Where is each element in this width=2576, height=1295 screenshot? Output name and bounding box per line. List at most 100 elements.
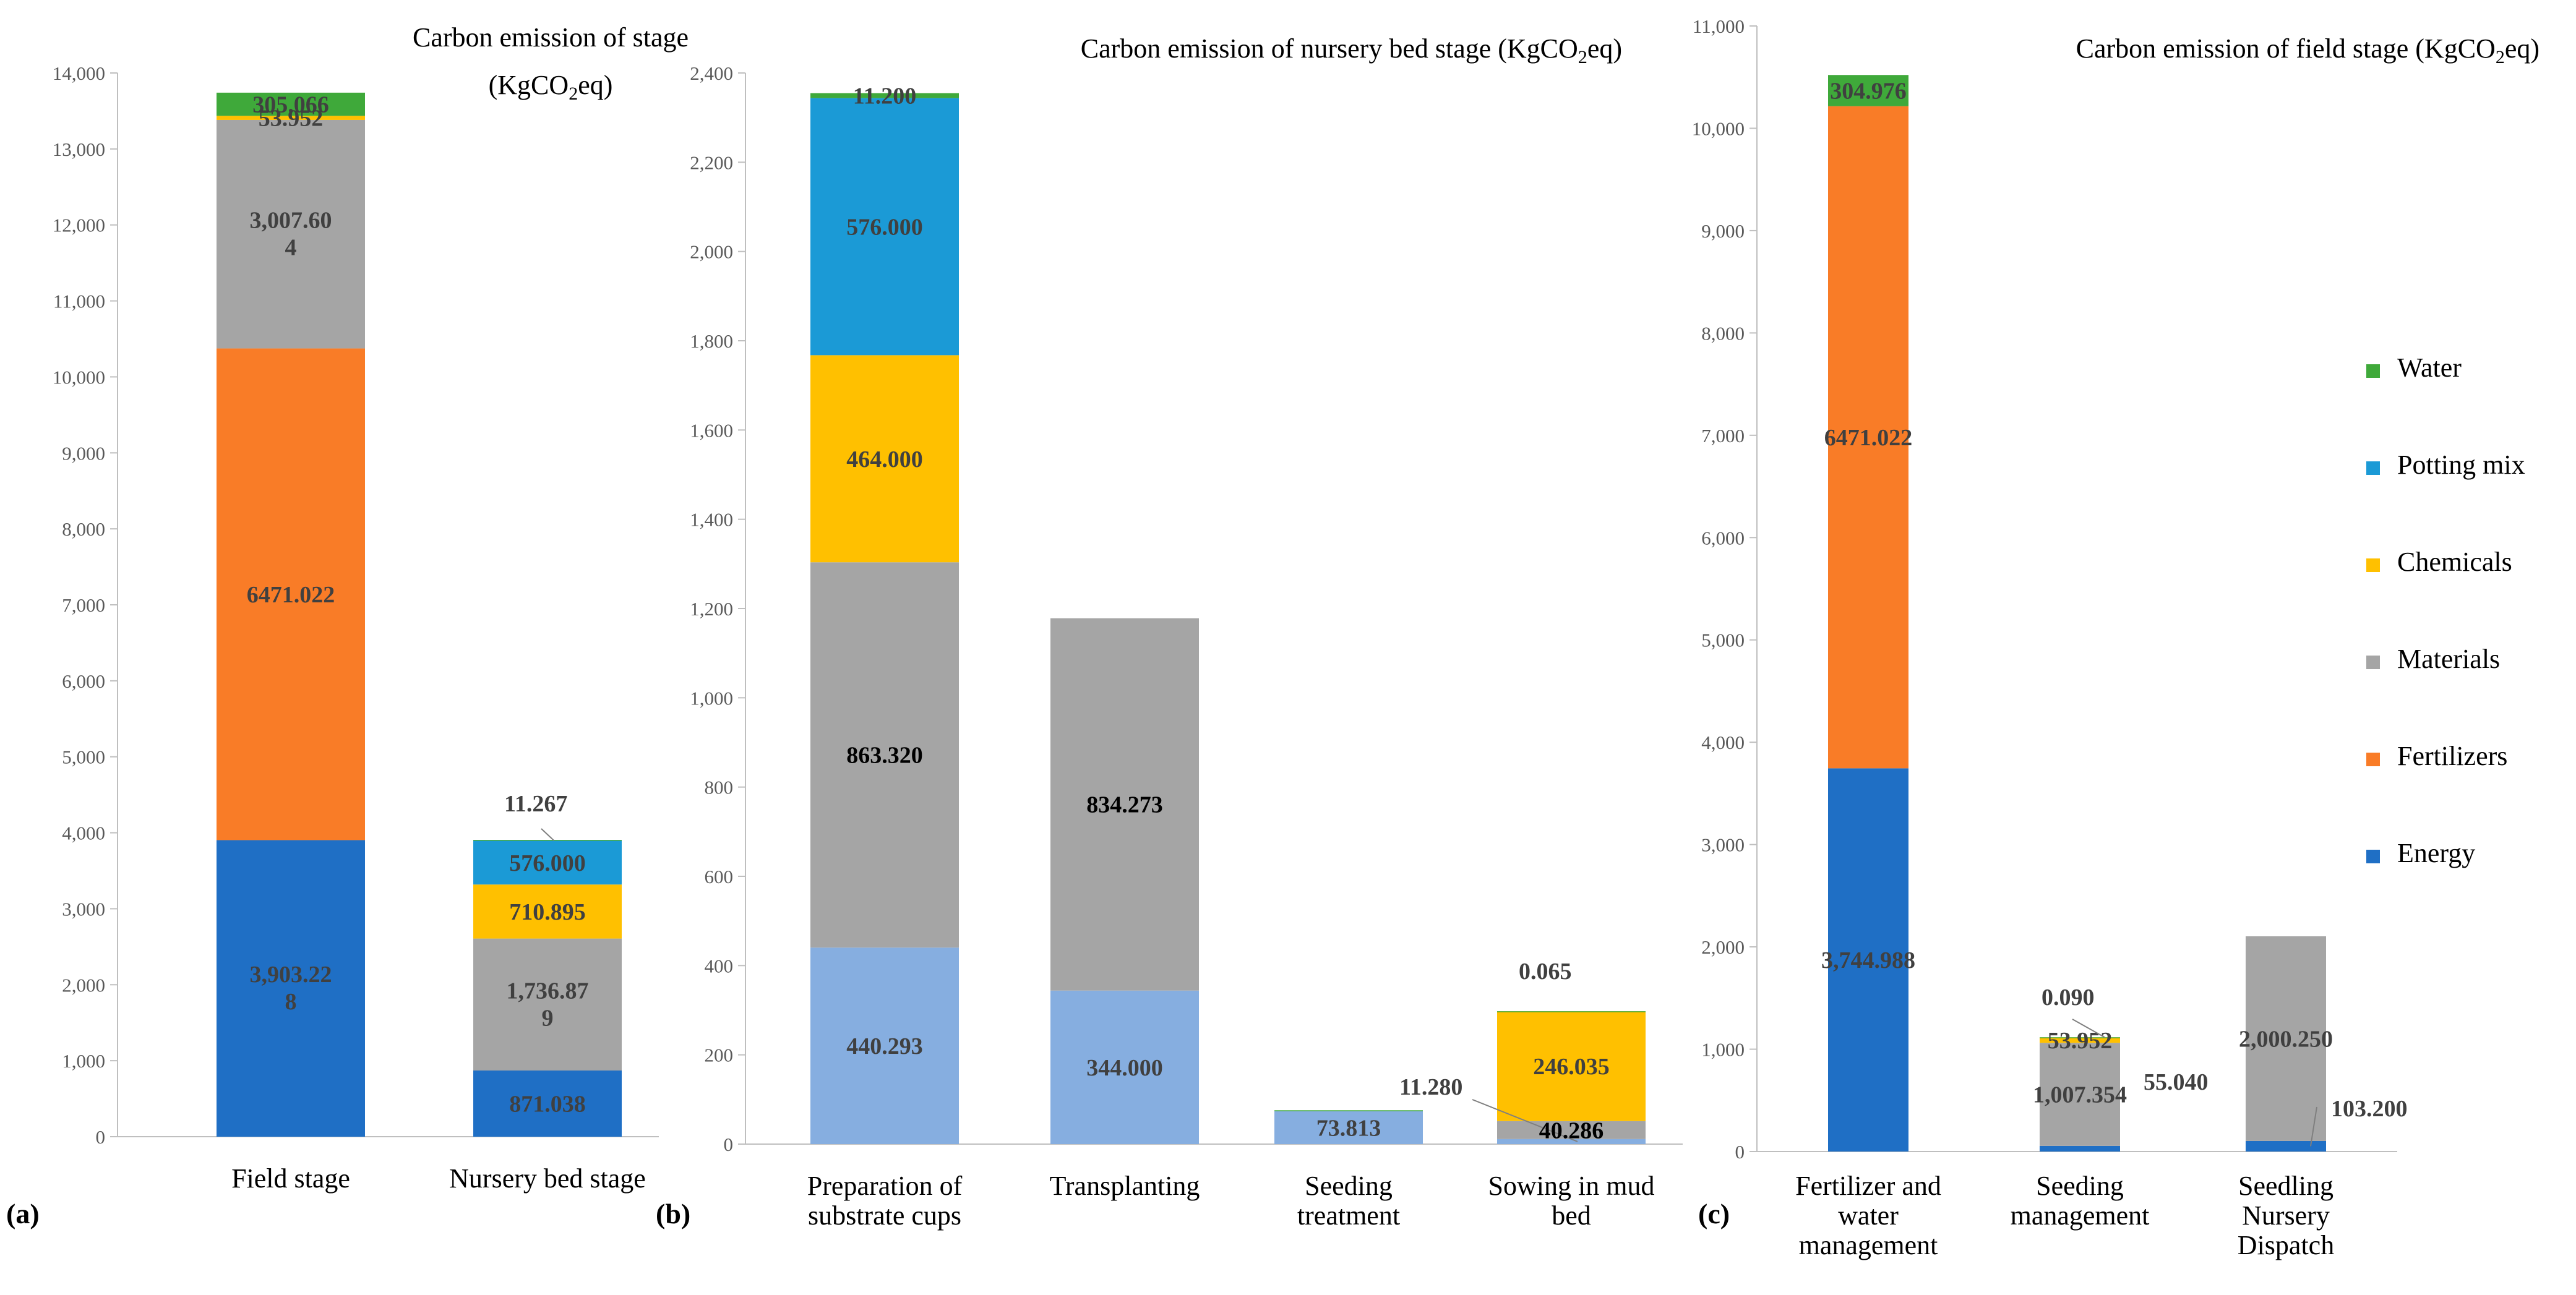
bar-energy-seeding-treatment bbox=[1274, 1111, 1423, 1144]
y-tick-label: 6,000 bbox=[62, 670, 105, 692]
bar-materials-seedling-nursery-dispatch bbox=[2246, 936, 2326, 1141]
bar-potting-mix-nursery-bed-stage bbox=[473, 840, 622, 885]
data-label: 863.320 bbox=[846, 743, 923, 769]
data-label: 3,007.60 4 bbox=[250, 208, 332, 261]
bar-energy-seeding-management bbox=[2040, 1145, 2120, 1152]
y-tick-label: 7,000 bbox=[1701, 425, 1745, 447]
y-tick-label: 6,000 bbox=[1701, 527, 1745, 549]
y-tick-label: 4,000 bbox=[1701, 732, 1745, 753]
data-label: 710.895 bbox=[509, 899, 586, 925]
category-label-preparation-of-substrate-cups: Preparation of substrate cups bbox=[807, 1171, 963, 1231]
bar-energy-field-stage bbox=[217, 840, 365, 1137]
data-label: 103.200 bbox=[2331, 1096, 2408, 1122]
legend-label-chemicals: Chemicals bbox=[2397, 547, 2512, 577]
bar-materials-seeding-management bbox=[2040, 1043, 2120, 1146]
callout-line bbox=[2072, 1019, 2105, 1038]
bar-chemicals-nursery-bed-stage bbox=[473, 884, 622, 939]
data-label: 3,744.988 bbox=[1821, 947, 1915, 973]
y-tick-label: 1,000 bbox=[62, 1050, 105, 1072]
legend-swatch-chemicals bbox=[2366, 558, 2380, 572]
y-tick-label: 9,000 bbox=[62, 442, 105, 464]
data-label: 834.273 bbox=[1086, 792, 1163, 818]
bar-water-sowing-in-mud-bed bbox=[1497, 1011, 1646, 1012]
y-tick-label: 2,200 bbox=[690, 152, 733, 173]
chart-panel-c: 0 1,000 2,000 3,000 4,000 5,000 6,000 7,000 8,00… bbox=[1692, 15, 2540, 1260]
category-label-seeding-treatment: Seeding treatment bbox=[1297, 1171, 1400, 1231]
y-tick-label: 0 bbox=[724, 1134, 734, 1155]
y-tick-label: 2,400 bbox=[690, 62, 733, 84]
data-label: 1,007.354 bbox=[2033, 1082, 2127, 1108]
y-tick-label: 5,000 bbox=[62, 746, 105, 768]
data-label: 6471.022 bbox=[1824, 425, 1913, 451]
y-tick-label: 8,000 bbox=[1701, 322, 1745, 344]
bar-energy-preparation-of-substrate-cups bbox=[810, 947, 959, 1144]
bar-water-field-stage bbox=[217, 92, 365, 116]
y-tick-label: 1,200 bbox=[690, 598, 733, 620]
legend-label-water: Water bbox=[2397, 353, 2462, 383]
y-tick-label: 8,000 bbox=[62, 518, 105, 540]
data-label: 73.813 bbox=[1316, 1115, 1381, 1141]
y-tick-label: 5,000 bbox=[1701, 630, 1745, 651]
data-label: 344.000 bbox=[1086, 1055, 1163, 1081]
y-tick-label: 800 bbox=[705, 777, 734, 798]
y-tick-label: 2,000 bbox=[690, 241, 733, 263]
y-tick-label: 13,000 bbox=[53, 139, 105, 160]
y-tick-label: 2,000 bbox=[1701, 936, 1745, 958]
legend-label-materials: Materials bbox=[2397, 644, 2500, 674]
legend-swatch-materials bbox=[2366, 656, 2380, 669]
y-tick-label: 11,000 bbox=[53, 291, 105, 312]
data-label: 2,000.250 bbox=[2239, 1026, 2333, 1052]
bar-chemicals-sowing-in-mud-bed bbox=[1497, 1011, 1646, 1121]
chart-panel-a: 0 1,000 2,000 3,000 4,000 5,000 6,000 7,000 8,00… bbox=[6, 22, 689, 1229]
data-label: 440.293 bbox=[846, 1033, 923, 1059]
data-label: 11.267 bbox=[504, 791, 567, 817]
callout-line bbox=[2310, 1106, 2317, 1147]
callout-line bbox=[541, 828, 554, 841]
bar-water-seeding-treatment bbox=[1274, 1110, 1423, 1111]
panel-label: (c) bbox=[1698, 1198, 1730, 1229]
bar-energy-seedling-nursery-dispatch bbox=[2246, 1140, 2326, 1152]
legend-swatch-fertilizers bbox=[2366, 753, 2380, 766]
y-tick-label: 12,000 bbox=[53, 215, 105, 236]
y-tick-label: 3,000 bbox=[1701, 834, 1745, 856]
bar-materials-field-stage bbox=[217, 119, 365, 349]
bar-materials-transplanting bbox=[1050, 618, 1199, 991]
data-label: 0.065 bbox=[1519, 959, 1572, 985]
data-label: 40.286 bbox=[1539, 1118, 1604, 1143]
y-tick-label: 10,000 bbox=[1692, 118, 1745, 139]
y-tick-label: 600 bbox=[705, 866, 734, 887]
y-tick-label: 2,000 bbox=[62, 974, 105, 996]
y-tick-label: 7,000 bbox=[62, 594, 105, 616]
category-label-field-stage: Field stage bbox=[231, 1163, 350, 1194]
y-tick-label: 400 bbox=[705, 955, 734, 977]
bar-energy-sowing-in-mud-bed bbox=[1497, 1139, 1646, 1144]
bar-materials-sowing-in-mud-bed bbox=[1497, 1121, 1646, 1139]
y-tick-label: 3,000 bbox=[62, 898, 105, 920]
category-label-sowing-in-mud-bed: Sowing in mud bed bbox=[1488, 1171, 1655, 1231]
chart-title-units: (KgCO2eq) bbox=[489, 70, 613, 104]
legend-swatch-potting-mix bbox=[2366, 461, 2380, 475]
bar-chemicals-seeding-management bbox=[2040, 1037, 2120, 1043]
y-tick-label: 1,600 bbox=[690, 419, 733, 441]
data-label: 871.038 bbox=[509, 1091, 586, 1117]
bar-materials-nursery-bed-stage bbox=[473, 938, 622, 1071]
data-label: 11.280 bbox=[1399, 1074, 1462, 1100]
y-tick-label: 4,000 bbox=[62, 823, 105, 844]
data-label: 464.000 bbox=[846, 447, 923, 472]
panel-label: (a) bbox=[6, 1198, 40, 1229]
bar-fertilizers-field-stage bbox=[217, 348, 365, 840]
category-label-seeding-management: Seeding management bbox=[2011, 1171, 2150, 1231]
bar-chemicals-field-stage bbox=[217, 116, 365, 120]
bar-water-nursery-bed-stage bbox=[473, 840, 622, 841]
data-label: 246.035 bbox=[1533, 1054, 1610, 1080]
data-label: 55.040 bbox=[2144, 1069, 2209, 1095]
bar-energy-transplanting bbox=[1050, 990, 1199, 1144]
category-label-nursery-bed-stage: Nursery bed stage bbox=[449, 1163, 646, 1194]
y-tick-label: 14,000 bbox=[53, 62, 105, 84]
legend-label-fertilizers: Fertilizers bbox=[2397, 741, 2507, 771]
data-label: 305.066 bbox=[252, 92, 329, 118]
bar-potting-mix-preparation-of-substrate-cups bbox=[810, 98, 959, 356]
bar-materials-preparation-of-substrate-cups bbox=[810, 562, 959, 948]
data-label: 53.952 bbox=[2048, 1028, 2113, 1054]
